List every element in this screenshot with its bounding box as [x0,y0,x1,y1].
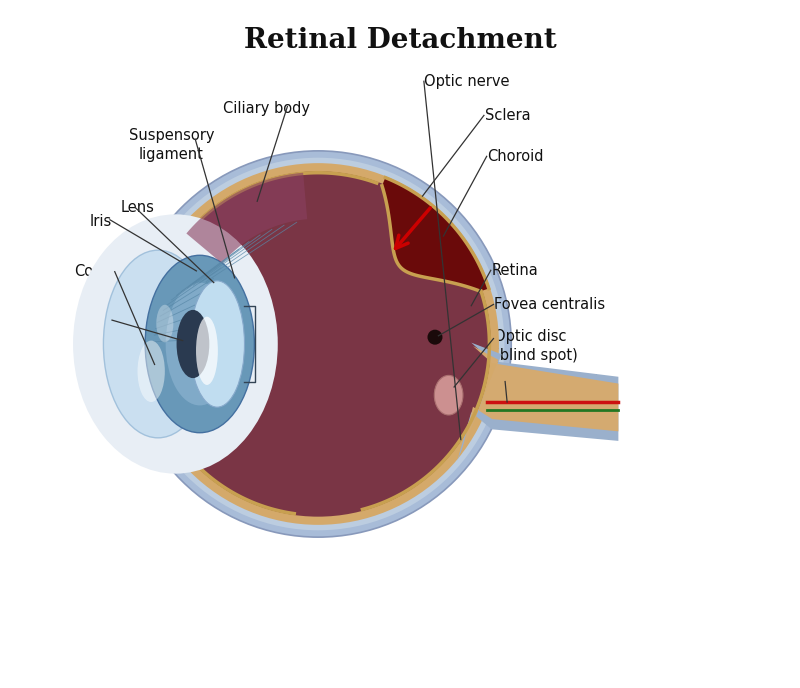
Ellipse shape [103,250,213,438]
Text: Lens: Lens [120,200,154,215]
Ellipse shape [166,283,234,405]
Text: Suspensory
ligament: Suspensory ligament [129,128,214,162]
Text: Retina: Retina [491,263,538,278]
Polygon shape [186,173,307,264]
Ellipse shape [434,376,463,415]
Ellipse shape [125,151,511,537]
Ellipse shape [138,163,499,525]
Text: Optic nerve: Optic nerve [424,74,510,89]
Ellipse shape [177,310,210,378]
Text: Sclera: Sclera [486,108,531,123]
Ellipse shape [145,255,254,433]
Text: Iris: Iris [90,214,112,228]
Text: Optic disc
(blind spot): Optic disc (blind spot) [494,330,578,363]
Text: Retinal Detachment: Retinal Detachment [244,27,556,54]
Text: Cornea: Cornea [74,264,126,279]
Text: Fovea centralis: Fovea centralis [494,297,606,312]
Text: Choroid: Choroid [487,149,544,164]
Ellipse shape [156,305,174,343]
Text: Ciliary body: Ciliary body [223,101,310,116]
Polygon shape [461,346,618,455]
Ellipse shape [196,316,218,385]
Polygon shape [382,178,489,291]
Polygon shape [458,343,618,461]
Circle shape [427,330,442,345]
Text: Pupil: Pupil [76,312,111,327]
Ellipse shape [146,171,490,517]
Ellipse shape [132,158,505,530]
Text: Blood vessels: Blood vessels [506,374,606,389]
Ellipse shape [73,215,278,473]
Ellipse shape [138,341,165,402]
Ellipse shape [190,281,245,407]
